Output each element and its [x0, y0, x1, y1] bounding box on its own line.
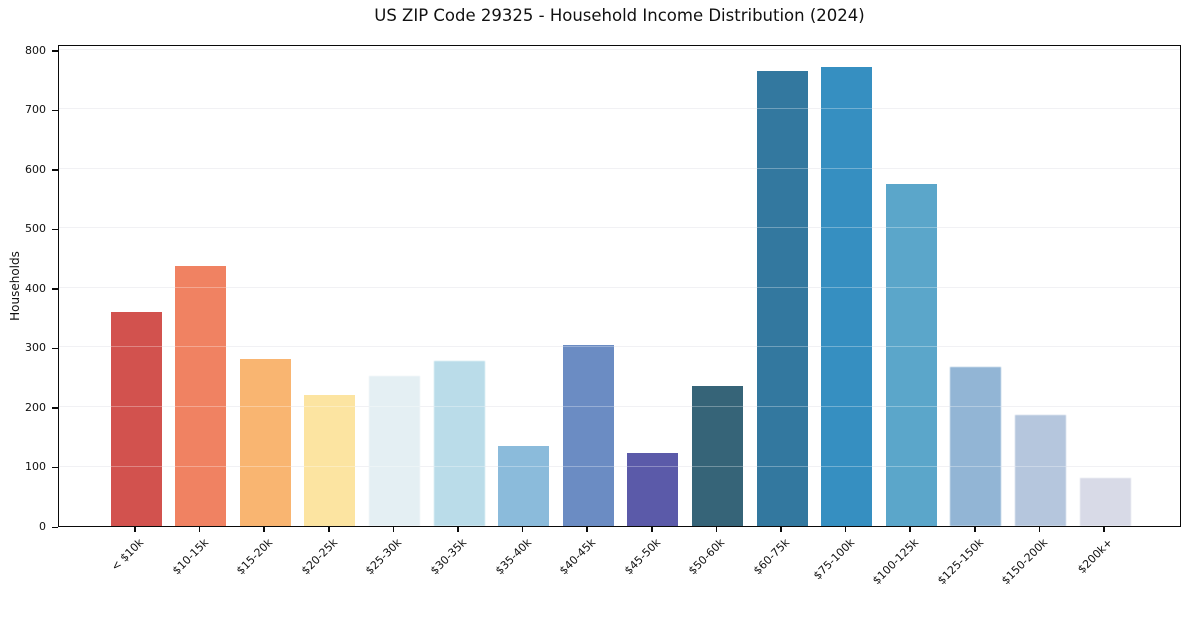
h-gridline	[59, 346, 1180, 348]
x-tick-mark	[715, 527, 718, 532]
y-tick-mark	[52, 169, 58, 171]
h-gridline-overlay	[59, 406, 1180, 407]
y-tick-mark	[52, 347, 58, 350]
h-gridline	[59, 286, 1180, 288]
plot-area	[58, 45, 1181, 527]
income-distribution-chart: US ZIP Code 29325 - Household Income Dis…	[8, 6, 1181, 587]
y-tick-mark	[52, 407, 58, 409]
bar	[175, 265, 227, 526]
chart-title: US ZIP Code 29325 - Household Income Dis…	[374, 6, 865, 25]
y-tick-label: 700	[25, 103, 46, 117]
bar	[304, 395, 356, 526]
x-tick-mark	[521, 527, 524, 532]
x-tick-mark	[328, 527, 330, 532]
y-tick-mark	[52, 109, 58, 112]
y-tick-mark	[52, 50, 58, 52]
h-gridline	[59, 48, 1180, 50]
y-tick-label: 300	[25, 341, 46, 355]
bar	[756, 70, 808, 526]
bar	[433, 360, 485, 526]
h-gridline	[59, 406, 1180, 407]
x-tick-mark	[651, 527, 653, 532]
h-gridline-overlay	[59, 286, 1180, 288]
h-gridline	[59, 227, 1180, 229]
bar	[239, 359, 291, 526]
y-tick-label: 600	[25, 162, 46, 176]
x-tick-mark	[198, 527, 201, 532]
bar	[627, 453, 679, 526]
x-tick-mark	[134, 527, 136, 532]
bar	[368, 376, 420, 526]
bar	[562, 344, 614, 526]
x-tick-mark	[974, 527, 976, 532]
y-tick-mark	[52, 466, 58, 469]
y-tick-mark	[52, 228, 58, 231]
bar	[885, 184, 937, 526]
x-tick-mark	[586, 527, 588, 532]
x-tick-mark	[392, 527, 395, 532]
x-tick-mark	[909, 527, 911, 532]
y-tick-mark	[52, 288, 58, 290]
h-gridline-overlay	[59, 227, 1180, 229]
h-gridline	[59, 465, 1180, 467]
y-tick-label: 200	[25, 400, 46, 414]
x-tick-mark	[457, 527, 459, 532]
bar	[498, 445, 550, 526]
y-tick-label: 100	[25, 460, 46, 474]
x-tick-mark	[1103, 527, 1105, 532]
bar	[110, 311, 162, 526]
x-tick-mark	[844, 527, 847, 532]
y-tick-mark	[52, 526, 58, 528]
x-tick-mark	[1038, 527, 1041, 532]
y-tick-label: 0	[39, 520, 46, 533]
bar	[821, 66, 873, 526]
h-gridline-overlay	[59, 167, 1180, 169]
h-gridline-overlay	[59, 48, 1180, 50]
x-tick-mark	[780, 527, 782, 532]
h-gridline	[59, 167, 1180, 169]
bar	[1014, 414, 1066, 526]
h-gridline-overlay	[59, 465, 1180, 467]
bar	[1079, 477, 1131, 526]
h-gridline-overlay	[59, 108, 1180, 110]
bar	[691, 386, 743, 526]
y-tick-label: 400	[25, 281, 46, 295]
y-tick-label: 800	[25, 43, 46, 57]
h-gridline	[59, 108, 1180, 110]
x-tick-mark	[263, 527, 265, 532]
bar	[950, 367, 1002, 526]
h-gridline-overlay	[59, 346, 1180, 348]
y-tick-label: 500	[25, 222, 46, 236]
